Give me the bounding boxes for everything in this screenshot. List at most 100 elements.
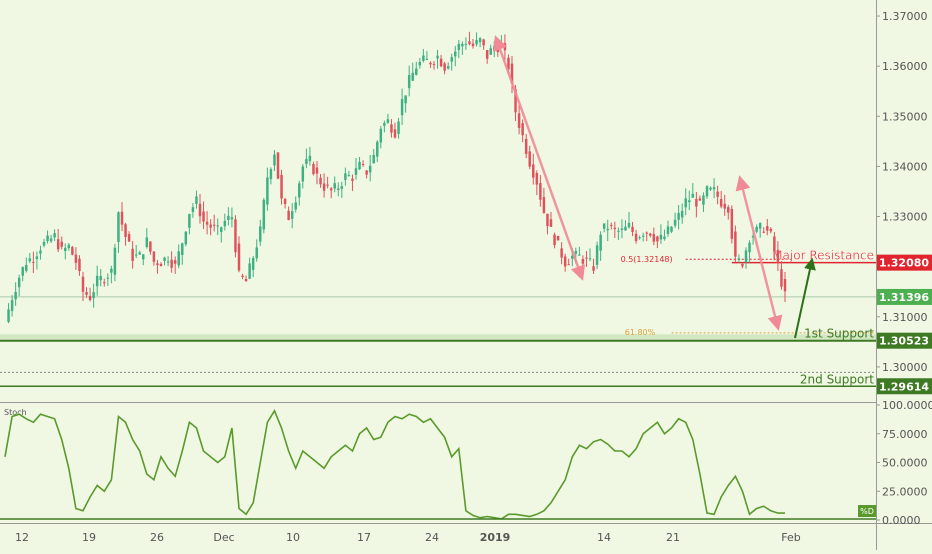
candle-body <box>471 43 475 47</box>
price-tick-label: 1.37000 <box>882 10 928 23</box>
candle-body <box>372 154 375 164</box>
candle-body <box>163 257 166 261</box>
support-zone <box>0 334 876 341</box>
candle-body <box>170 259 173 268</box>
candle-body <box>663 236 666 240</box>
candle-body <box>680 210 684 218</box>
stoch-legend-bg <box>858 505 876 517</box>
candle-body <box>532 164 535 178</box>
candle-body <box>312 163 315 175</box>
time-tick-label: 10 <box>286 531 300 544</box>
candle-body <box>46 235 49 242</box>
candle-body <box>475 40 478 45</box>
candle-body <box>333 183 336 189</box>
candle-body <box>766 226 769 231</box>
candle-body <box>120 211 124 225</box>
candle-body <box>134 254 138 256</box>
candle-body <box>553 234 556 246</box>
candle-body <box>684 198 687 208</box>
candle-body <box>673 219 677 226</box>
candle-body <box>780 269 783 287</box>
candle-body <box>737 258 741 260</box>
candle-body <box>159 263 163 267</box>
candle-body <box>457 43 461 51</box>
candle-body <box>411 72 414 81</box>
candle-body <box>262 199 266 230</box>
candle-body <box>354 168 358 175</box>
candle-body <box>493 46 496 52</box>
candle-body <box>60 241 63 247</box>
candle-body <box>248 263 251 279</box>
candle-body <box>149 241 152 252</box>
candle-body <box>67 244 71 249</box>
candle-body <box>25 264 28 271</box>
candle-body <box>326 184 329 186</box>
candle-body <box>446 65 450 69</box>
candle-body <box>81 276 85 292</box>
candle-body <box>773 236 776 252</box>
stoch-tick-label: 25.0000 <box>882 485 928 498</box>
time-tick-label: 26 <box>150 531 164 544</box>
candle-body <box>259 226 262 242</box>
candle-body <box>361 163 365 165</box>
candle-body <box>709 187 712 190</box>
candle-body <box>386 119 390 123</box>
time-tick-label: 2019 <box>480 531 511 544</box>
candle-body <box>620 228 624 231</box>
stoch-panel: Stoch 100.0000 75.0000 50.0000 25.0000 0.0000… <box>0 399 932 527</box>
candle-body <box>727 207 730 213</box>
candle-body <box>649 233 652 236</box>
candle-body <box>716 191 719 197</box>
time-tick-label: 14 <box>597 531 611 544</box>
candle-body <box>191 207 195 212</box>
time-tick-label: 24 <box>425 531 439 544</box>
candle-body <box>173 260 177 264</box>
candle-body <box>319 177 322 185</box>
candle-body <box>198 203 202 217</box>
candle-body <box>53 233 56 238</box>
candle-body <box>365 170 368 175</box>
candle-body <box>145 237 149 248</box>
price-axis: 1.37000 1.36000 1.35000 1.34000 1.33000 1.320… <box>876 10 932 395</box>
candle-body <box>762 231 765 233</box>
candle-body <box>503 43 507 51</box>
candle-body <box>78 258 81 271</box>
candle-body <box>436 55 439 59</box>
up-arrow <box>794 257 816 339</box>
candle-body <box>110 268 113 273</box>
candle-body <box>177 251 180 266</box>
candle-body <box>613 227 617 230</box>
candle-body <box>234 219 237 253</box>
candle-body <box>454 51 457 57</box>
candle-body <box>49 238 53 242</box>
candle-body <box>397 121 400 134</box>
candle-body <box>337 188 340 190</box>
candle-body <box>631 226 634 232</box>
candle-body <box>283 198 287 204</box>
candle-body <box>698 198 702 201</box>
support2-tag-text: 1.29614 <box>879 380 929 393</box>
candle-body <box>113 247 117 275</box>
candle-body <box>719 199 723 207</box>
candle-body <box>393 129 397 138</box>
candle-body <box>28 258 32 262</box>
candle-body <box>298 183 301 198</box>
candle-body <box>464 44 468 46</box>
candle-body <box>85 292 88 295</box>
candle-body <box>489 48 492 55</box>
candle-body <box>181 243 184 256</box>
price-tick-label: 1.36000 <box>882 60 928 73</box>
candle-body <box>124 224 127 237</box>
candle-body <box>599 234 602 251</box>
candle-body <box>482 39 485 46</box>
candle-body <box>659 234 663 240</box>
candle-body <box>783 279 787 292</box>
candle-body <box>103 282 106 284</box>
candle-body <box>368 165 372 173</box>
trend-arrows <box>492 35 816 339</box>
price-candles <box>7 31 787 324</box>
stoch-d-line <box>4 409 785 520</box>
candle-body <box>705 186 709 197</box>
candle-body <box>758 223 762 229</box>
candle-body <box>439 58 443 67</box>
